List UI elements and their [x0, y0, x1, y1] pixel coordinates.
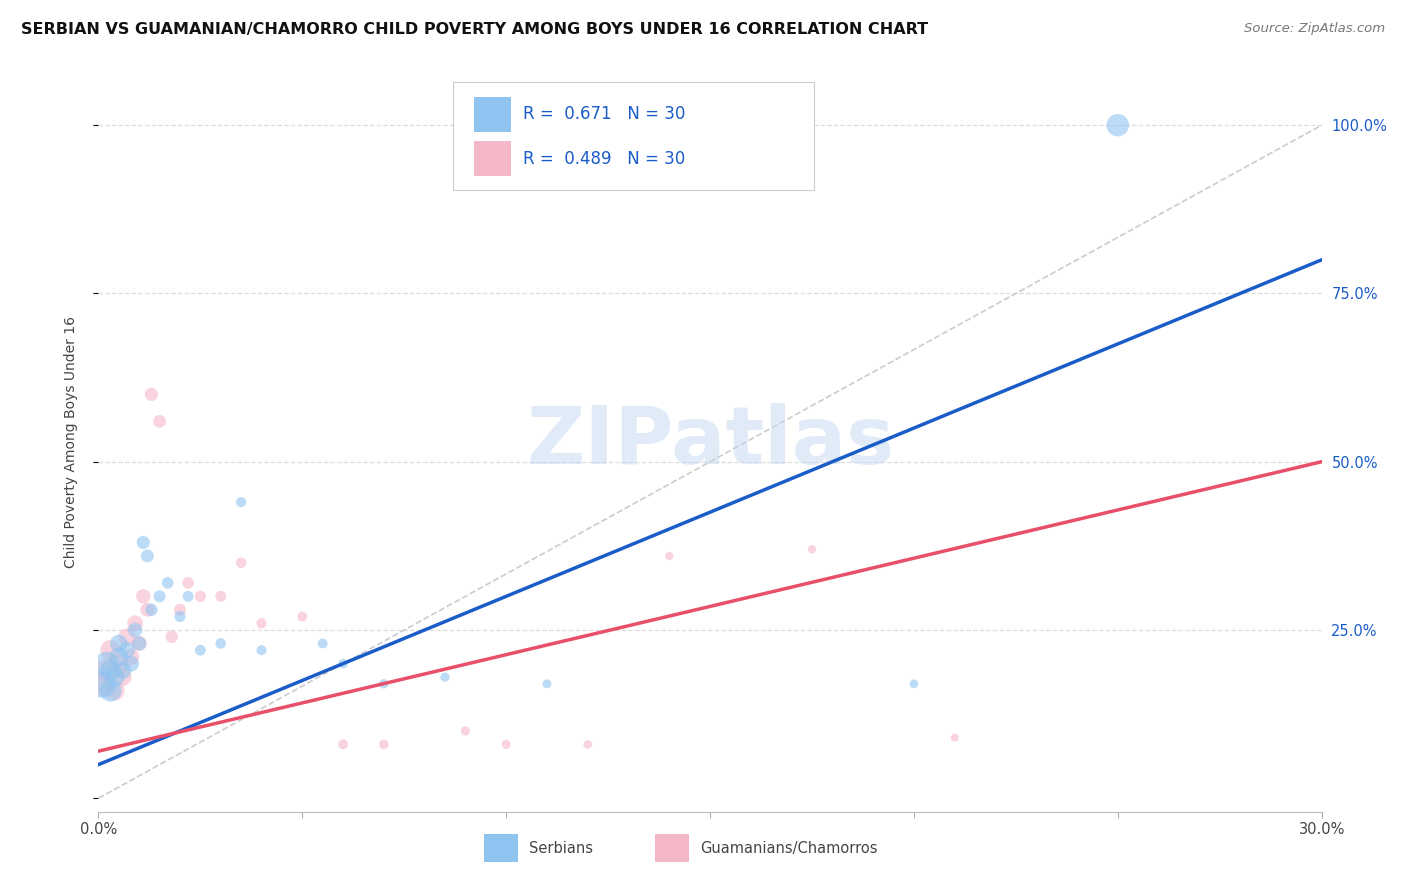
Point	[209, 590, 232, 604]
Point	[188, 590, 212, 604]
Point	[209, 636, 232, 650]
Text: Guamanians/Chamorros: Guamanians/Chamorros	[700, 841, 877, 856]
Point	[658, 549, 681, 563]
Point	[104, 683, 127, 698]
Point	[132, 590, 155, 604]
Text: Serbians: Serbians	[529, 841, 593, 856]
Point	[96, 664, 118, 678]
Point	[177, 590, 200, 604]
Point	[169, 609, 191, 624]
Point	[128, 636, 150, 650]
Text: ZIPatlas: ZIPatlas	[526, 402, 894, 481]
Point	[136, 549, 159, 563]
Point	[91, 677, 114, 691]
Point	[903, 677, 925, 691]
Y-axis label: Child Poverty Among Boys Under 16: Child Poverty Among Boys Under 16	[63, 316, 77, 567]
Point	[454, 723, 477, 738]
Text: SERBIAN VS GUAMANIAN/CHAMORRO CHILD POVERTY AMONG BOYS UNDER 16 CORRELATION CHAR: SERBIAN VS GUAMANIAN/CHAMORRO CHILD POVE…	[21, 22, 928, 37]
Point	[231, 495, 253, 509]
Point	[108, 657, 131, 671]
Point	[108, 636, 131, 650]
Point	[136, 603, 159, 617]
Text: Source: ZipAtlas.com: Source: ZipAtlas.com	[1244, 22, 1385, 36]
Point	[115, 630, 138, 644]
Point	[231, 556, 253, 570]
Point	[291, 609, 314, 624]
Point	[576, 738, 599, 752]
Point	[373, 677, 395, 691]
Point	[120, 657, 142, 671]
Point	[115, 643, 138, 657]
Point	[100, 683, 122, 698]
Point	[91, 677, 114, 691]
Point	[149, 414, 172, 428]
Point	[111, 664, 134, 678]
Point	[536, 677, 558, 691]
Point	[332, 657, 354, 671]
Point	[100, 664, 122, 678]
Point	[434, 670, 457, 684]
Text: R =  0.671   N = 30: R = 0.671 N = 30	[523, 105, 685, 123]
Point	[128, 636, 150, 650]
Point	[169, 603, 191, 617]
Point	[156, 575, 179, 590]
Point	[132, 535, 155, 549]
Point	[96, 657, 118, 671]
Point	[332, 738, 354, 752]
Point	[124, 623, 146, 637]
Text: R =  0.489   N = 30: R = 0.489 N = 30	[523, 150, 685, 168]
Point	[149, 590, 172, 604]
Point	[111, 670, 134, 684]
Point	[250, 616, 273, 631]
Point	[100, 643, 122, 657]
Point	[124, 616, 146, 631]
Point	[141, 603, 163, 617]
Point	[373, 738, 395, 752]
Point	[177, 575, 200, 590]
Point	[943, 731, 966, 745]
Point	[312, 636, 335, 650]
Point	[108, 649, 131, 664]
Point	[104, 670, 127, 684]
Point	[495, 738, 517, 752]
Point	[801, 542, 824, 557]
FancyBboxPatch shape	[474, 141, 510, 177]
Point	[188, 643, 212, 657]
FancyBboxPatch shape	[453, 82, 814, 190]
Point	[250, 643, 273, 657]
FancyBboxPatch shape	[484, 834, 517, 862]
Point	[141, 387, 163, 401]
Point	[160, 630, 183, 644]
FancyBboxPatch shape	[474, 96, 510, 132]
Point	[1107, 118, 1129, 132]
Point	[120, 649, 142, 664]
FancyBboxPatch shape	[655, 834, 689, 862]
